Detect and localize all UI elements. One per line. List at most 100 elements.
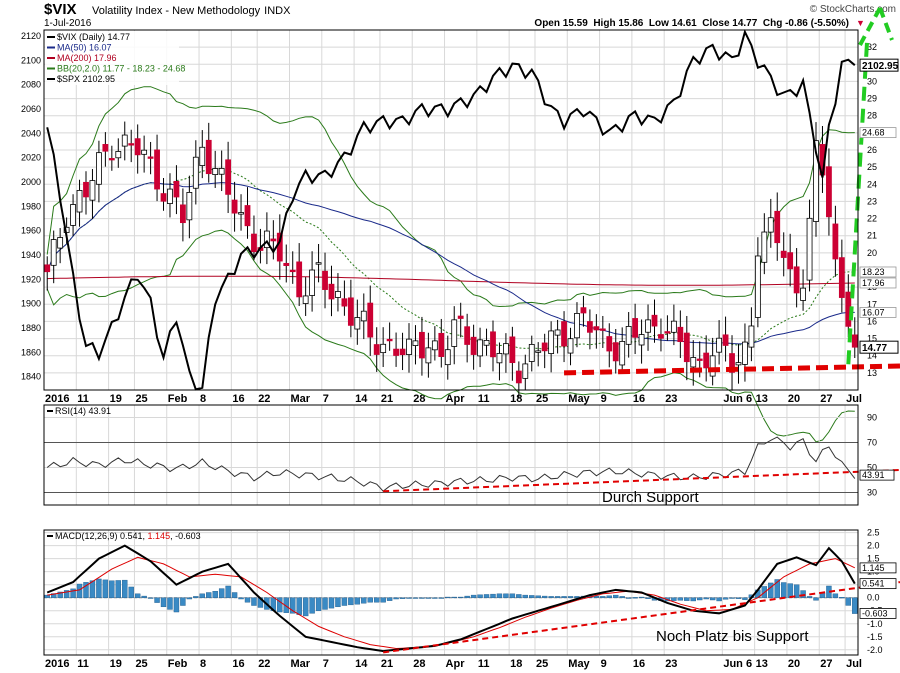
candle-body <box>838 257 845 298</box>
candle-body <box>386 338 393 342</box>
macd-histogram-bar <box>845 597 852 606</box>
macd-x-tick-label: 14 <box>355 658 368 670</box>
candle-body <box>703 352 710 369</box>
macd-x-tick-label: 21 <box>381 658 393 670</box>
macd-histogram-bar <box>199 593 205 598</box>
macd-histogram-bar <box>742 597 748 600</box>
macd-histogram-bar <box>399 597 406 599</box>
spx-y-tick-label: 1840 <box>21 372 41 382</box>
vix-y-tick-label: 13 <box>867 368 877 378</box>
macd-x-tick-label: 22 <box>258 658 270 670</box>
rsi-y-tick-label: 50 <box>867 463 877 473</box>
macd-histogram-bar <box>671 597 677 601</box>
macd-x-tick-label: 11 <box>478 658 490 670</box>
macd-y-tick-label: 1.5 <box>867 554 880 564</box>
macd-histogram-bar <box>529 595 535 598</box>
candle-body <box>522 363 529 379</box>
macd-histogram-bar <box>57 591 63 598</box>
macd-histogram-bar <box>63 590 70 598</box>
price-x-tick-label: Mar <box>290 393 310 405</box>
macd-histogram-bar <box>606 595 612 598</box>
candle-body <box>470 336 477 355</box>
macd-x-tick-label: Feb <box>168 658 188 670</box>
macd-x-tick-label: 20 <box>788 658 800 670</box>
macd-value-label: -0.603 <box>862 608 888 618</box>
candle-body <box>561 321 567 347</box>
macd-histogram-bar <box>509 593 516 598</box>
vix-y-tick-label: 16 <box>867 316 877 326</box>
candle-body <box>128 143 135 146</box>
candle-body <box>709 355 716 377</box>
candle-body <box>767 217 774 233</box>
indicator-value-box <box>859 277 897 289</box>
macd-histogram-bar <box>839 597 845 599</box>
chart-date: 1-Jul-2016 <box>44 18 92 29</box>
price-x-tick-label: 11 <box>478 393 490 405</box>
macd-x-tick-label: 23 <box>665 658 677 670</box>
macd-histogram-bar <box>690 597 696 602</box>
price-x-tick-label: Feb <box>168 393 188 405</box>
legend-entry: MA(50) 16.07 <box>57 43 112 53</box>
macd-histogram-bar <box>793 584 800 598</box>
spx-y-tick-label: 2100 <box>21 55 41 65</box>
macd-histogram-bar <box>716 597 722 602</box>
macd-histogram-bar <box>735 597 742 599</box>
candle-body <box>813 140 819 222</box>
chart-ohlc: Open 15.59 High 15.86 Low 14.61 Close 14… <box>534 18 849 29</box>
indicator-value-box <box>859 307 897 318</box>
candle-body <box>690 357 697 368</box>
macd-line <box>46 544 856 653</box>
macd-x-tick-label: Jul <box>846 658 862 670</box>
candle-body <box>851 334 858 348</box>
macd-histogram-bar <box>244 597 251 603</box>
candle-body <box>231 199 238 214</box>
macd-histogram-bar <box>141 595 147 598</box>
candle-body <box>167 188 173 205</box>
macd-histogram-bar <box>251 597 257 606</box>
candle-body <box>716 337 723 353</box>
candle-body <box>632 318 639 338</box>
macd-histogram-bar <box>180 597 186 606</box>
chart-watermark[interactable]: © StockCharts.com <box>810 4 896 15</box>
macd-histogram-bar <box>296 597 302 615</box>
macd-histogram-bar <box>44 594 50 598</box>
legend-entry: BB(20,2.0) 11.77 - 18.23 - 24.68 <box>57 64 185 74</box>
macd-histogram-bar <box>490 593 496 598</box>
macd-histogram-bar <box>50 593 57 598</box>
macd-histogram-bar <box>134 593 141 598</box>
macd-y-tick-label: -2.0 <box>867 645 883 655</box>
price-x-tick-label: May <box>568 393 590 405</box>
price-x-tick-label: 20 <box>788 393 800 405</box>
macd-histogram-bar <box>380 597 386 603</box>
candle-body <box>619 341 626 366</box>
indicator-value-label: 18.23 <box>862 267 885 277</box>
candle-body <box>586 321 593 333</box>
macd-histogram-bar <box>115 580 121 598</box>
macd-histogram-bar <box>787 583 793 598</box>
candle-body <box>186 192 193 221</box>
macd-histogram-bar <box>386 597 393 601</box>
vix-y-tick-label: 20 <box>867 248 877 258</box>
candle-body <box>477 339 483 357</box>
macd-histogram-bar <box>684 597 690 601</box>
vix-y-tick-label: 29 <box>867 94 877 104</box>
macd-title-part: 1.145 <box>148 531 171 541</box>
macd-y-tick-label: 0.0 <box>867 593 880 603</box>
candle-body <box>431 340 438 351</box>
macd-histogram-bar <box>535 595 541 598</box>
candle-body <box>360 310 367 322</box>
ma50-line <box>46 182 855 345</box>
price-panel: 1314151617181920212223242526272829303132… <box>21 7 900 443</box>
macd-x-tick-label: 25 <box>135 658 147 670</box>
last-value-box <box>859 58 899 72</box>
candle-body <box>742 341 748 365</box>
last-value-box <box>859 340 899 354</box>
spx-y-tick-label: 1860 <box>21 347 41 357</box>
macd-histogram-bar <box>632 597 638 599</box>
vix-y-tick-label: 21 <box>867 231 877 241</box>
macd-histogram-bar <box>167 597 173 610</box>
macd-histogram-bar <box>703 597 709 600</box>
candle-body <box>438 332 445 357</box>
rsi-y-tick-label: 30 <box>867 488 877 498</box>
spx-y-tick-label: 2020 <box>21 153 41 163</box>
